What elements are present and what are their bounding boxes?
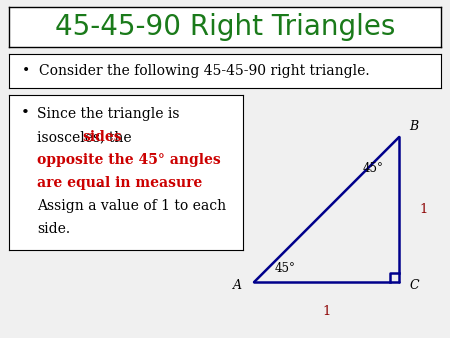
Text: are equal in measure: are equal in measure bbox=[37, 176, 202, 190]
Text: Assign a value of 1 to each: Assign a value of 1 to each bbox=[37, 199, 226, 213]
Text: A: A bbox=[234, 279, 243, 292]
Text: side.: side. bbox=[37, 222, 70, 236]
Text: .: . bbox=[98, 176, 102, 190]
Text: B: B bbox=[410, 120, 418, 132]
Text: •: • bbox=[21, 105, 30, 120]
Text: isosceles, the: isosceles, the bbox=[37, 130, 136, 144]
Text: Since the triangle is: Since the triangle is bbox=[37, 107, 180, 121]
Text: 45°: 45° bbox=[274, 262, 295, 275]
Text: opposite the 45° angles: opposite the 45° angles bbox=[37, 153, 221, 167]
Text: sides: sides bbox=[83, 130, 122, 144]
Text: 1: 1 bbox=[419, 203, 428, 216]
Text: •  Consider the following 45-45-90 right triangle.: • Consider the following 45-45-90 right … bbox=[22, 64, 369, 78]
Text: 1: 1 bbox=[323, 305, 331, 318]
Text: C: C bbox=[410, 279, 419, 292]
Text: 45°: 45° bbox=[363, 162, 384, 175]
Text: 45-45-90 Right Triangles: 45-45-90 Right Triangles bbox=[55, 13, 395, 41]
